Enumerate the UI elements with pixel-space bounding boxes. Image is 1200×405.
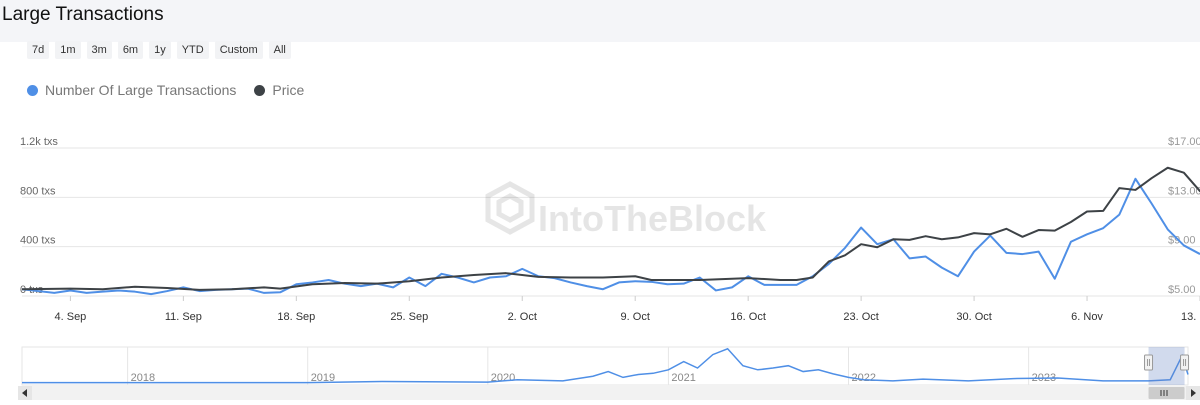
navigator-handle-right[interactable] bbox=[1180, 354, 1190, 371]
chart-title: Large Transactions bbox=[2, 4, 164, 25]
navigator-year-label: 2018 bbox=[131, 372, 155, 384]
x-axis-label: 6. Nov bbox=[1071, 311, 1103, 323]
range-button-ytd[interactable]: YTD bbox=[176, 41, 209, 59]
navigator-frame bbox=[21, 346, 1189, 386]
watermark-logo-icon bbox=[485, 181, 535, 235]
x-axis-label: 13. Nov bbox=[1181, 311, 1200, 323]
x-axis-label: 16. Oct bbox=[730, 311, 765, 323]
scrollbar-grip-icon bbox=[1160, 390, 1168, 396]
scrollbar-track bbox=[18, 386, 1200, 400]
x-axis-label: 4. Sep bbox=[55, 311, 87, 323]
left-axis-label: 1.2k txs bbox=[20, 136, 58, 148]
arrow-left-icon bbox=[22, 389, 27, 397]
right-axis-label: $13.00 bbox=[1168, 185, 1200, 197]
navigator-series-line bbox=[22, 347, 1189, 384]
navigator-selection[interactable] bbox=[1148, 347, 1185, 385]
range-button-custom[interactable]: Custom bbox=[214, 41, 263, 59]
range-button-1m[interactable]: 1m bbox=[55, 41, 81, 59]
left-axis-label: 400 txs bbox=[20, 235, 56, 247]
left-axis-label: 800 txs bbox=[20, 185, 56, 197]
right-axis-label: $5.00 bbox=[1168, 284, 1196, 296]
x-axis-label: 11. Sep bbox=[165, 311, 202, 323]
navigator-year-label: 2022 bbox=[852, 372, 876, 384]
x-axis-label: 25. Sep bbox=[390, 311, 428, 323]
watermark: IntoTheBlock bbox=[485, 181, 767, 239]
navigator-year-label: 2021 bbox=[671, 372, 695, 384]
range-button-7d[interactable]: 7d bbox=[27, 41, 50, 59]
legend: Number Of Large Transactions Price bbox=[27, 82, 304, 98]
legend-marker-price bbox=[254, 84, 266, 96]
range-button-1y[interactable]: 1y bbox=[149, 41, 171, 59]
navigator-year-label: 2019 bbox=[311, 372, 335, 384]
navigator-handle-left[interactable] bbox=[1144, 354, 1154, 371]
x-axis-label: 9. Oct bbox=[621, 311, 650, 323]
right-axis-label: $17.00 bbox=[1168, 136, 1200, 148]
legend-label-transactions: Number Of Large Transactions bbox=[45, 82, 237, 98]
legend-marker-transactions bbox=[27, 84, 38, 96]
series-line-price bbox=[21, 166, 1200, 291]
legend-label-price: Price bbox=[272, 82, 305, 98]
x-axis-label: 18. Sep bbox=[277, 311, 315, 323]
legend-item-price[interactable]: Price bbox=[254, 82, 304, 98]
range-button-all[interactable]: All bbox=[268, 41, 291, 59]
title-bar: Large Transactions bbox=[0, 0, 1200, 42]
x-axis-label: 23. Oct bbox=[843, 311, 878, 323]
right-axis-label: $9.00 bbox=[1168, 235, 1196, 247]
watermark-text: IntoTheBlock bbox=[538, 198, 767, 239]
range-button-3m[interactable]: 3m bbox=[86, 41, 112, 59]
arrow-right-icon bbox=[1191, 389, 1196, 397]
range-selector: 7d 1m 3m 6m 1y YTD Custom All bbox=[27, 41, 291, 59]
x-axis-label: 30. Oct bbox=[956, 311, 991, 323]
x-axis-label: 2. Oct bbox=[508, 311, 537, 323]
legend-item-transactions[interactable]: Number Of Large Transactions bbox=[27, 82, 236, 98]
range-button-6m[interactable]: 6m bbox=[117, 41, 144, 59]
